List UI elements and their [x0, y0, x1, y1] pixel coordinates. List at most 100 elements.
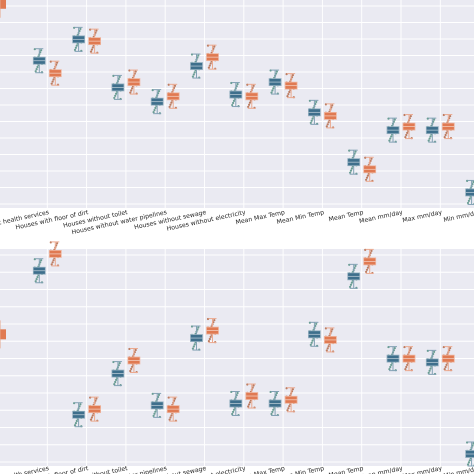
data-point	[209, 335, 212, 338]
data-point	[428, 369, 431, 372]
data-point	[271, 410, 274, 414]
data-point	[157, 393, 161, 396]
box-orange-8	[323, 103, 337, 129]
box-teal-7	[268, 390, 282, 417]
data-point	[309, 121, 312, 124]
data-point	[90, 48, 93, 51]
data-point	[409, 114, 412, 118]
data-point	[91, 414, 94, 417]
box-orange-3	[127, 347, 141, 374]
data-point	[449, 114, 452, 118]
data-point	[427, 139, 430, 142]
data-point	[173, 397, 177, 400]
data-point	[36, 275, 39, 279]
data-point	[272, 408, 275, 411]
data-point	[433, 118, 436, 121]
box-orange-7	[284, 72, 298, 99]
data-point	[232, 101, 235, 105]
data-point	[349, 169, 353, 172]
data-point	[445, 363, 448, 367]
data-point	[388, 139, 391, 142]
data-point	[134, 348, 137, 352]
data-point	[405, 133, 408, 137]
data-point	[366, 174, 369, 177]
data-point	[404, 135, 407, 139]
data-point	[443, 135, 446, 139]
data-point	[349, 285, 352, 288]
data-point	[197, 326, 200, 329]
data-point	[91, 46, 94, 49]
data-point	[310, 341, 313, 344]
data-point	[113, 382, 116, 386]
data-point	[467, 461, 470, 464]
data-point	[35, 278, 38, 281]
data-point	[129, 91, 132, 94]
data-point	[75, 44, 78, 47]
data-point	[52, 78, 55, 81]
data-point	[365, 268, 369, 271]
data-point	[208, 64, 211, 67]
data-point	[271, 89, 274, 92]
x-tick-label: Mean mm/day	[359, 209, 404, 225]
box-orange-6	[245, 383, 259, 409]
data-point	[467, 199, 470, 202]
data-point	[74, 422, 77, 425]
data-point	[406, 131, 409, 134]
data-point	[286, 95, 289, 98]
data-point	[95, 29, 98, 32]
data-point	[168, 105, 171, 108]
data-point	[56, 242, 59, 245]
data-point	[350, 167, 353, 170]
data-point	[191, 347, 194, 350]
data-point	[192, 345, 195, 348]
box-teal-9	[347, 149, 361, 175]
box-orange-1	[48, 60, 62, 86]
data-point	[365, 178, 368, 181]
data-point	[170, 101, 173, 104]
data-point	[349, 171, 352, 174]
data-point	[310, 119, 313, 122]
box-teal-6	[229, 390, 243, 417]
data-point	[113, 96, 116, 100]
data-point	[393, 347, 396, 350]
box-teal-5	[190, 325, 203, 351]
data-point	[252, 384, 255, 387]
data-point	[444, 365, 447, 369]
data-point	[350, 281, 353, 284]
data-point	[365, 270, 368, 273]
x-tick-label: Mean mm/day	[359, 465, 404, 474]
data-point	[331, 104, 334, 107]
chart-panel-2: Population without health servicesHouses…	[0, 241, 474, 474]
data-point	[52, 259, 55, 262]
box-orange-11	[441, 113, 455, 140]
data-point	[466, 463, 470, 466]
data-point	[443, 368, 446, 371]
box-orange-5	[206, 317, 219, 344]
data-point	[130, 367, 133, 370]
data-point	[370, 249, 373, 252]
data-point	[34, 70, 37, 73]
data-point	[247, 105, 250, 108]
data-point	[134, 70, 137, 73]
data-point	[114, 380, 117, 384]
data-point	[315, 322, 318, 325]
data-point	[427, 371, 430, 374]
data-point	[390, 135, 393, 138]
data-point	[365, 176, 369, 179]
data-point	[157, 90, 161, 93]
data-point	[445, 131, 448, 134]
data-point	[406, 363, 409, 367]
x-tick-label: Min mm/day	[443, 465, 474, 474]
data-point	[40, 49, 43, 52]
box-orange-3	[127, 69, 141, 95]
data-point	[272, 87, 275, 90]
data-point	[248, 101, 252, 104]
box-teal-4	[150, 89, 164, 115]
data-point	[349, 283, 353, 286]
data-point	[191, 75, 194, 78]
box-orange-cropped	[0, 0, 6, 9]
data-point	[236, 391, 239, 395]
data-point	[232, 410, 235, 414]
box-orange-10	[402, 113, 416, 140]
